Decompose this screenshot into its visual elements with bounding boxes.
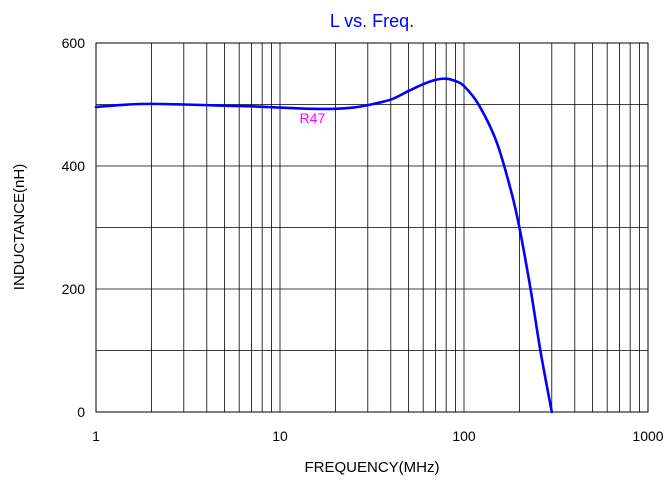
x-tick-label: 100 (452, 428, 476, 444)
x-tick-label: 1000 (632, 428, 663, 444)
x-tick-label: 1 (92, 428, 100, 444)
y-tick-label: 600 (62, 35, 86, 51)
x-axis-label: FREQUENCY(MHz) (305, 459, 440, 476)
chart-title: L vs. Freq. (330, 11, 414, 31)
tick-labels: 1 10 100 1000 0 200 400 600 (62, 35, 664, 444)
x-tick-label: 10 (272, 428, 288, 444)
y-axis-label: INDUCTANCE(nH) (11, 164, 28, 290)
y-tick-label: 0 (77, 404, 85, 420)
annotations: R47 (300, 110, 326, 126)
series-line (94, 77, 554, 414)
y-tick-label: 200 (62, 281, 86, 297)
series-layer (94, 77, 554, 414)
series-annotation: R47 (300, 110, 326, 126)
plot-frame (95, 42, 649, 413)
y-tick-label: 400 (62, 158, 86, 174)
